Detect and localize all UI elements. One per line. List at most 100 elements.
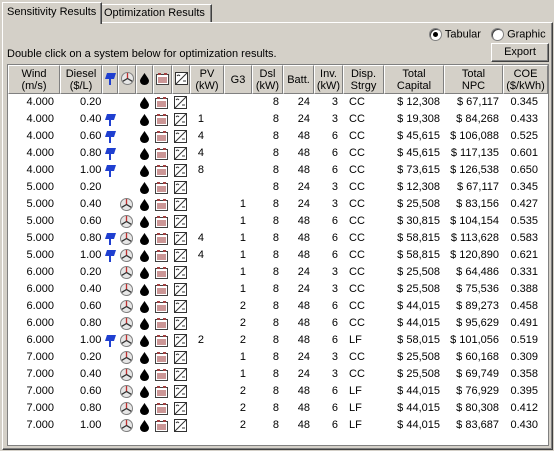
table-row[interactable]: 5.000 0.80 4 1 8 48 6 CC $ 58,815 $ 113,628 0.583 <box>8 230 548 247</box>
column-header-npc[interactable]: Total NPC <box>444 65 503 94</box>
cell-pv <box>190 264 204 281</box>
column-header-coe[interactable]: COE ($/kWh) <box>503 65 548 94</box>
cell-diesel: 0.40 <box>80 368 102 380</box>
column-header-icon_wind[interactable] <box>118 65 136 94</box>
cell-capital: $ 44,015 <box>397 419 440 431</box>
column-header-unit: ($/L) <box>69 79 93 92</box>
column-header-inv[interactable]: Inv. (kW) <box>314 65 343 94</box>
export-button[interactable]: Export <box>491 43 549 62</box>
table-row[interactable]: 5.000 0.20 8 24 3 CC $ 12,308 $ 67,117 0.345 <box>8 179 548 196</box>
column-header-wind[interactable]: Wind (m/s) <box>8 65 60 94</box>
cell-g3 <box>224 179 246 196</box>
cell-g3: 1 <box>239 283 246 295</box>
cell-pv <box>190 281 204 298</box>
converter-icon <box>174 71 188 88</box>
table-row[interactable]: 5.000 0.60 1 8 48 6 CC $ 30,815 $ 104,154 0.535 <box>8 213 548 230</box>
cell-npc: $ 126,538 <box>450 164 499 176</box>
table-row[interactable]: 4.000 0.20 8 24 3 CC $ 12,308 $ 67,117 0.345 <box>8 94 548 111</box>
cell-npc: $ 101,056 <box>450 334 499 346</box>
cell-wind: 4.000 <box>26 147 54 159</box>
tab-sensitivity-results[interactable]: Sensitivity Results <box>2 2 102 24</box>
table-row[interactable]: 4.000 0.60 4 8 48 6 CC $ 45,615 $ 106,088 0.525 <box>8 128 548 145</box>
column-header-disp[interactable]: Disp. Strgy <box>343 65 384 94</box>
cell-capital: $ 25,508 <box>397 351 440 363</box>
cell-wind: 5.000 <box>26 249 54 261</box>
cell-coe: 0.519 <box>510 334 538 346</box>
column-header-capital[interactable]: Total Capital <box>384 65 444 94</box>
cell-coe: 0.458 <box>510 300 538 312</box>
column-header-label: Batt. <box>287 73 310 86</box>
cell-disp: CC <box>349 300 365 312</box>
column-header-g3[interactable]: G3 <box>224 65 252 94</box>
table-row[interactable]: 7.000 1.00 2 8 48 6 LF $ 44,015 $ 83,687 0.430 <box>8 417 548 434</box>
cell-batt: 24 <box>297 283 310 295</box>
cell-disp: LF <box>349 385 362 397</box>
table-row[interactable]: 6.000 0.80 2 8 48 6 CC $ 44,015 $ 95,629 0.491 <box>8 315 548 332</box>
cell-diesel: 0.60 <box>80 300 102 312</box>
column-header-batt[interactable]: Batt. <box>283 65 314 94</box>
cell-capital: $ 58,015 <box>397 334 440 346</box>
sensitivity-results-table[interactable]: Wind (m/s) Diesel ($/L) PV (kW) G3 Dsl (kW) Batt.… <box>7 64 549 446</box>
wind-turbine-icon <box>120 300 133 313</box>
converter-icon <box>174 266 187 279</box>
graphic-radio-button[interactable] <box>491 28 504 41</box>
tab-optimization-results[interactable]: Optimization Results <box>99 4 212 23</box>
cell-coe: 0.601 <box>510 147 538 159</box>
cell-disp: CC <box>349 198 365 210</box>
table-row[interactable]: 4.000 0.40 1 8 24 3 CC $ 19,308 $ 84,268 0.433 <box>8 111 548 128</box>
converter-icon <box>174 402 187 415</box>
cell-wind: 7.000 <box>26 402 54 414</box>
fuel-drop-icon <box>138 147 151 160</box>
converter-icon <box>174 96 187 109</box>
tabular-radio-button[interactable] <box>429 28 442 41</box>
cell-disp: CC <box>349 130 365 142</box>
table-row[interactable]: 7.000 0.80 2 8 48 6 LF $ 44,015 $ 80,308 0.412 <box>8 400 548 417</box>
column-header-label: Total <box>461 67 486 80</box>
cell-coe: 0.358 <box>510 368 538 380</box>
table-row[interactable]: 5.000 0.40 1 8 24 3 CC $ 25,508 $ 83,156 0.427 <box>8 196 548 213</box>
cell-g3: 2 <box>239 317 246 329</box>
column-header-dsl[interactable]: Dsl (kW) <box>252 65 283 94</box>
table-row[interactable]: 7.000 0.20 1 8 24 3 CC $ 25,508 $ 60,168 0.309 <box>8 349 548 366</box>
cell-dsl: 8 <box>272 181 279 193</box>
cell-g3: 2 <box>239 300 246 312</box>
table-row[interactable]: 4.000 0.80 4 8 48 6 CC $ 45,615 $ 117,135 0.601 <box>8 145 548 162</box>
wind-turbine-icon <box>120 334 133 347</box>
column-header-diesel[interactable]: Diesel ($/L) <box>60 65 102 94</box>
tabular-radio-option[interactable]: Tabular <box>429 28 481 42</box>
converter-icon <box>174 385 187 398</box>
table-row[interactable]: 5.000 1.00 4 1 8 48 6 CC $ 58,815 $ 120,890 0.621 <box>8 247 548 264</box>
cell-inv: 3 <box>331 113 338 125</box>
cell-dsl: 8 <box>272 419 279 431</box>
table-row[interactable]: 6.000 0.40 1 8 24 3 CC $ 25,508 $ 75,536 0.388 <box>8 281 548 298</box>
graphic-radio-option[interactable]: Graphic <box>491 28 546 42</box>
cell-pv <box>190 417 204 434</box>
cell-inv: 6 <box>331 147 338 159</box>
cell-disp: CC <box>349 113 365 125</box>
cell-capital: $ 19,308 <box>397 113 440 125</box>
column-header-icon_conv[interactable] <box>172 65 190 94</box>
column-header-label: Disp. <box>350 67 377 80</box>
column-header-pv[interactable]: PV (kW) <box>190 65 224 94</box>
table-row[interactable]: 6.000 0.20 1 8 24 3 CC $ 25,508 $ 64,486 0.331 <box>8 264 548 281</box>
cell-dsl: 8 <box>272 249 279 261</box>
table-row[interactable]: 7.000 0.60 2 8 48 6 LF $ 44,015 $ 76,929 0.395 <box>8 383 548 400</box>
cell-capital: $ 25,508 <box>397 368 440 380</box>
column-header-label: G3 <box>230 73 246 86</box>
table-row[interactable]: 6.000 1.00 2 2 8 48 6 LF $ 58,015 $ 101,056 0.519 <box>8 332 548 349</box>
cell-batt: 24 <box>297 368 310 380</box>
table-row[interactable]: 7.000 0.40 1 8 24 3 CC $ 25,508 $ 69,749 0.358 <box>8 366 548 383</box>
cell-inv: 3 <box>331 266 338 278</box>
wind-turbine-icon <box>120 232 133 245</box>
table-row[interactable]: 4.000 1.00 8 8 48 6 CC $ 73,615 $ 126,538 0.650 <box>8 162 548 179</box>
cell-dsl: 8 <box>272 198 279 210</box>
fuel-drop-icon <box>138 300 151 313</box>
column-header-icon_pv[interactable] <box>102 65 118 94</box>
cell-capital: $ 58,815 <box>397 249 440 261</box>
cell-coe: 0.395 <box>510 385 538 397</box>
cell-pv: 4 <box>197 147 204 159</box>
cell-npc: $ 60,168 <box>456 351 499 363</box>
column-header-icon_fuel[interactable] <box>136 65 153 94</box>
column-header-icon_batt[interactable] <box>153 65 172 94</box>
table-row[interactable]: 6.000 0.60 2 8 48 6 CC $ 44,015 $ 89,273 0.458 <box>8 298 548 315</box>
